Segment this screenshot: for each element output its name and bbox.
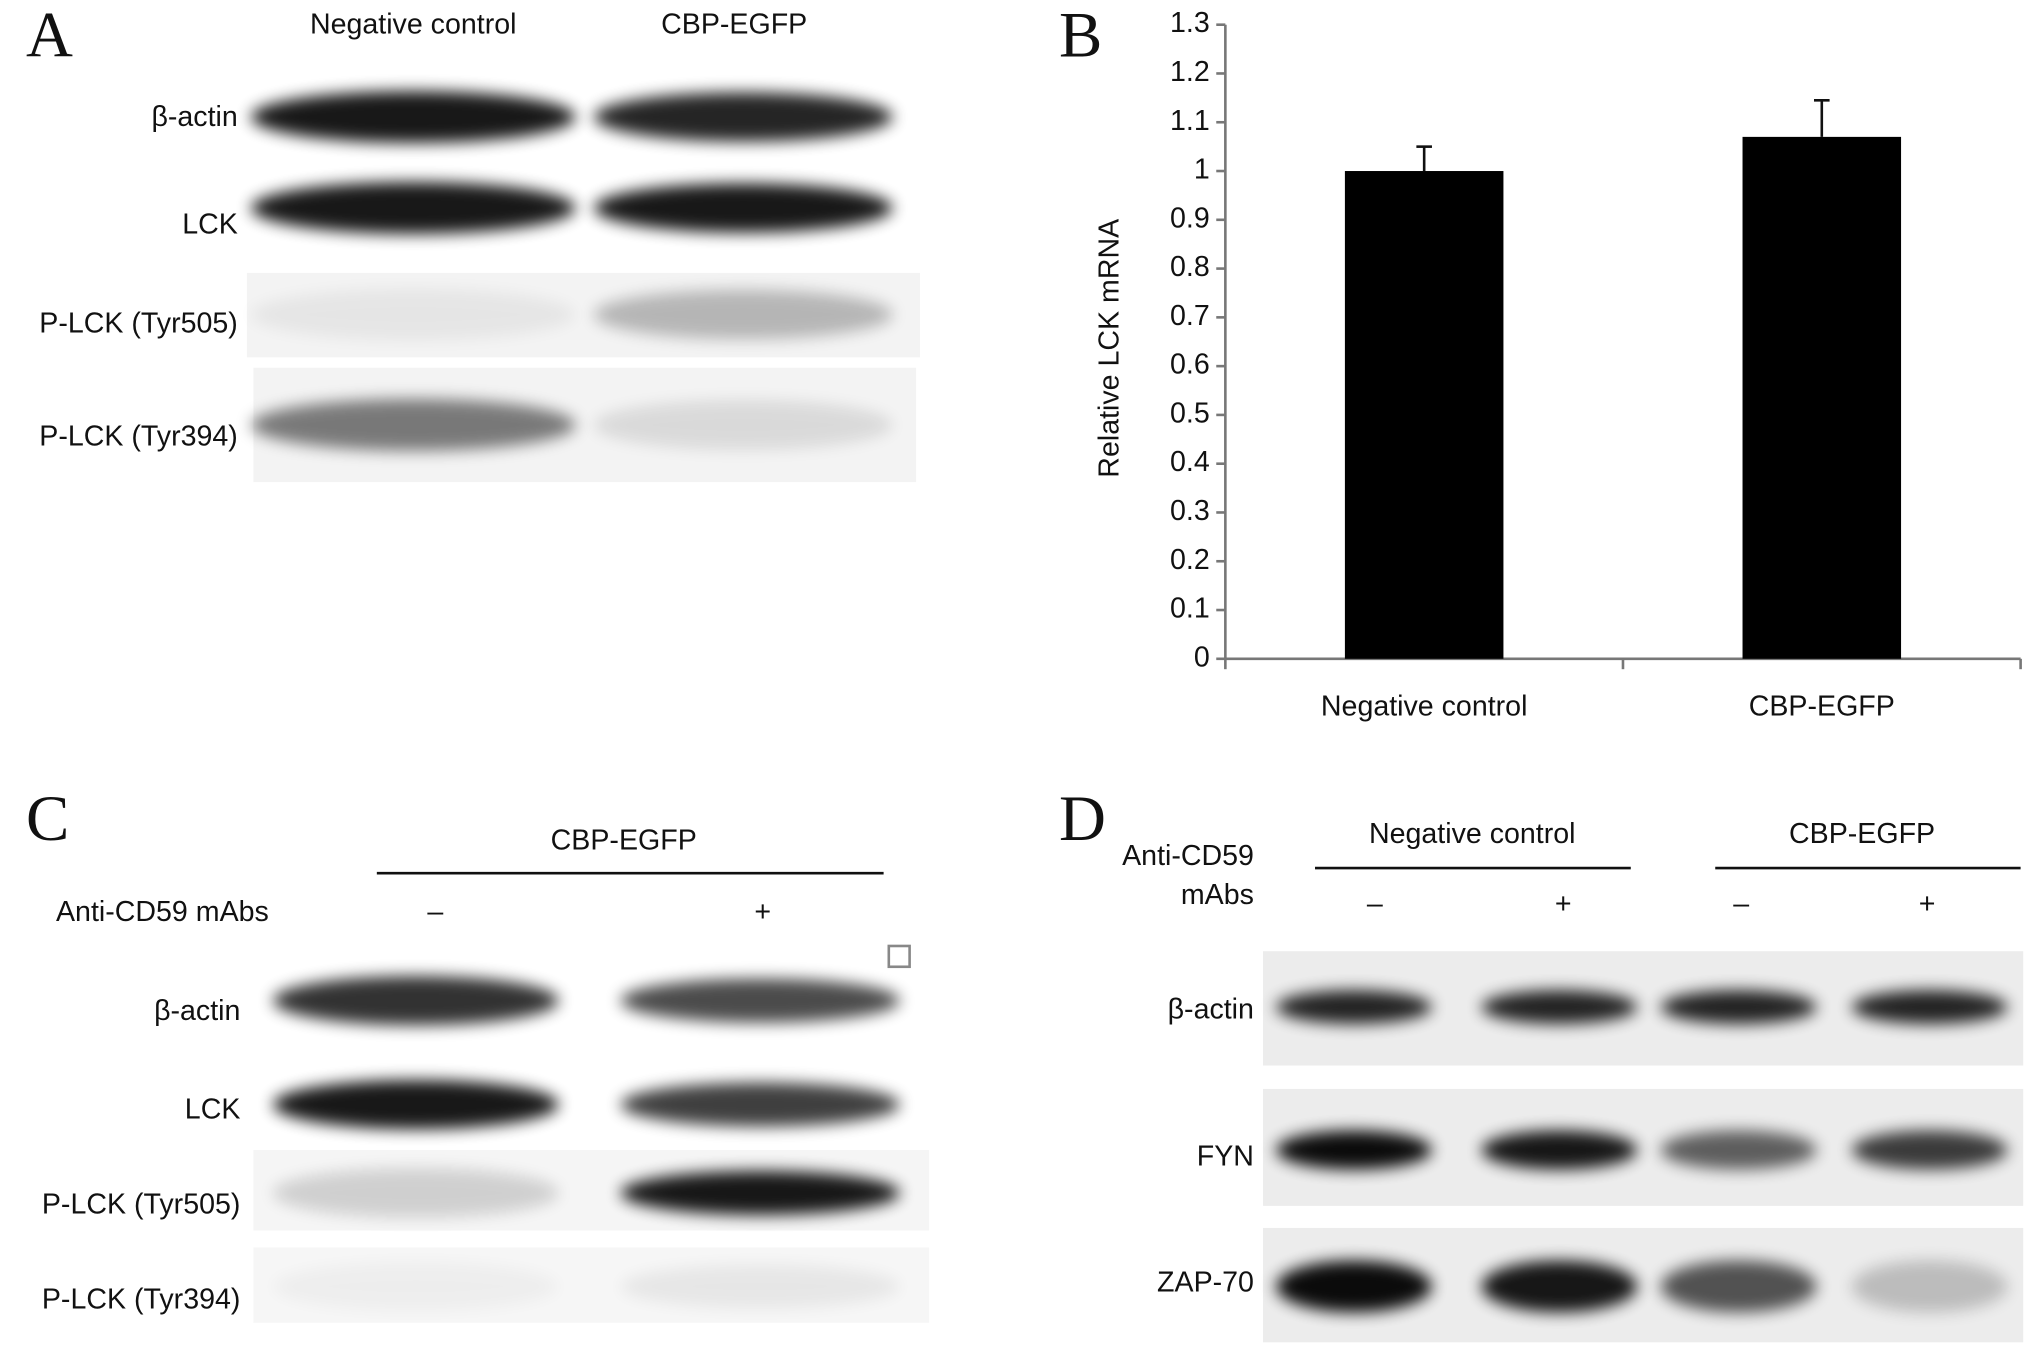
blot-band <box>273 1262 559 1311</box>
blot-band <box>1481 1260 1638 1313</box>
blot-band <box>1660 990 1817 1024</box>
blot-band <box>620 1264 900 1309</box>
blot-band <box>593 92 893 142</box>
row-label: P-LCK (Tyr394) <box>39 420 238 452</box>
blot-band <box>272 1168 559 1218</box>
y-tick-label: 1.2 <box>1170 56 1210 88</box>
blot-band <box>1851 1260 2008 1313</box>
blot-band <box>620 1082 900 1127</box>
row-label: P-LCK (Tyr394) <box>42 1283 241 1315</box>
x-tick-label: Negative control <box>1321 691 1528 723</box>
row-label: β-actin <box>154 995 240 1027</box>
blot-band <box>1481 990 1638 1024</box>
y-tick-label: 1.1 <box>1170 105 1210 137</box>
y-tick-label: 0.2 <box>1170 544 1210 576</box>
row-label: LCK <box>182 209 238 241</box>
blot-band <box>593 183 893 233</box>
panel-letter: D <box>1059 783 1106 855</box>
lane-header: CBP-EGFP <box>661 9 807 41</box>
panel-letter: B <box>1059 0 1102 71</box>
blot-band <box>1660 1260 1817 1313</box>
marker-box <box>887 944 911 969</box>
blot-band <box>593 400 893 450</box>
y-tick-label: 0.9 <box>1170 202 1210 234</box>
blot-band <box>1276 1130 1432 1170</box>
panel-letter: C <box>26 783 69 855</box>
blot-band <box>250 398 576 451</box>
row-label: β-actin <box>151 101 237 133</box>
row-label: ZAP-70 <box>1157 1266 1254 1298</box>
condition-sign: – <box>1367 888 1383 920</box>
group-label: CBP-EGFP <box>551 825 697 857</box>
y-tick-label: 1 <box>1194 154 1210 186</box>
y-tick-label: 0.8 <box>1170 251 1210 283</box>
blot-band <box>250 288 576 341</box>
blot-band <box>620 1170 900 1215</box>
condition-sign: + <box>754 896 771 928</box>
blot-band <box>250 90 576 143</box>
blot-band <box>1851 1130 2008 1170</box>
blot-band <box>620 978 900 1023</box>
lane-header: Negative control <box>310 9 517 41</box>
condition-sign: + <box>1919 888 1936 920</box>
y-tick-label: 0.7 <box>1170 300 1210 332</box>
blot-band <box>1851 990 2008 1024</box>
condition-sign: – <box>1733 888 1749 920</box>
panel-letter: A <box>26 0 73 71</box>
treatment-label: Anti-CD59 <box>1122 840 1254 872</box>
blot-band <box>1660 1130 1817 1170</box>
blot-band <box>250 181 576 234</box>
y-tick-label: 0.3 <box>1170 495 1210 527</box>
condition-sign: – <box>427 896 443 928</box>
row-label: P-LCK (Tyr505) <box>42 1188 241 1220</box>
y-tick-label: 0 <box>1194 641 1210 673</box>
group-label: Negative control <box>1369 818 1576 850</box>
blot-band <box>272 1079 559 1130</box>
y-axis-label: Relative LCK mRNA <box>1094 219 1126 478</box>
bar <box>1344 171 1504 659</box>
group-label: CBP-EGFP <box>1789 818 1935 850</box>
condition-sign: + <box>1555 888 1572 920</box>
blot-band <box>1276 990 1432 1024</box>
row-label: FYN <box>1197 1140 1254 1172</box>
x-tick-label: CBP-EGFP <box>1749 691 1895 723</box>
y-tick-label: 0.6 <box>1170 349 1210 381</box>
y-tick-label: 0.4 <box>1170 446 1210 478</box>
blot-band <box>272 975 559 1026</box>
y-tick-label: 1.3 <box>1170 7 1210 39</box>
y-tick-label: 0.1 <box>1170 593 1210 625</box>
bar <box>1742 136 1902 659</box>
row-label: P-LCK (Tyr505) <box>39 307 238 339</box>
blot-band <box>1481 1130 1638 1170</box>
treatment-label: mAbs <box>1181 879 1254 911</box>
row-label: LCK <box>185 1094 241 1126</box>
blot-band <box>593 289 893 340</box>
y-tick-label: 0.5 <box>1170 397 1210 429</box>
row-label: β-actin <box>1168 993 1254 1025</box>
treatment-label: Anti-CD59 mAbs <box>56 896 269 928</box>
blot-band <box>1276 1260 1432 1313</box>
